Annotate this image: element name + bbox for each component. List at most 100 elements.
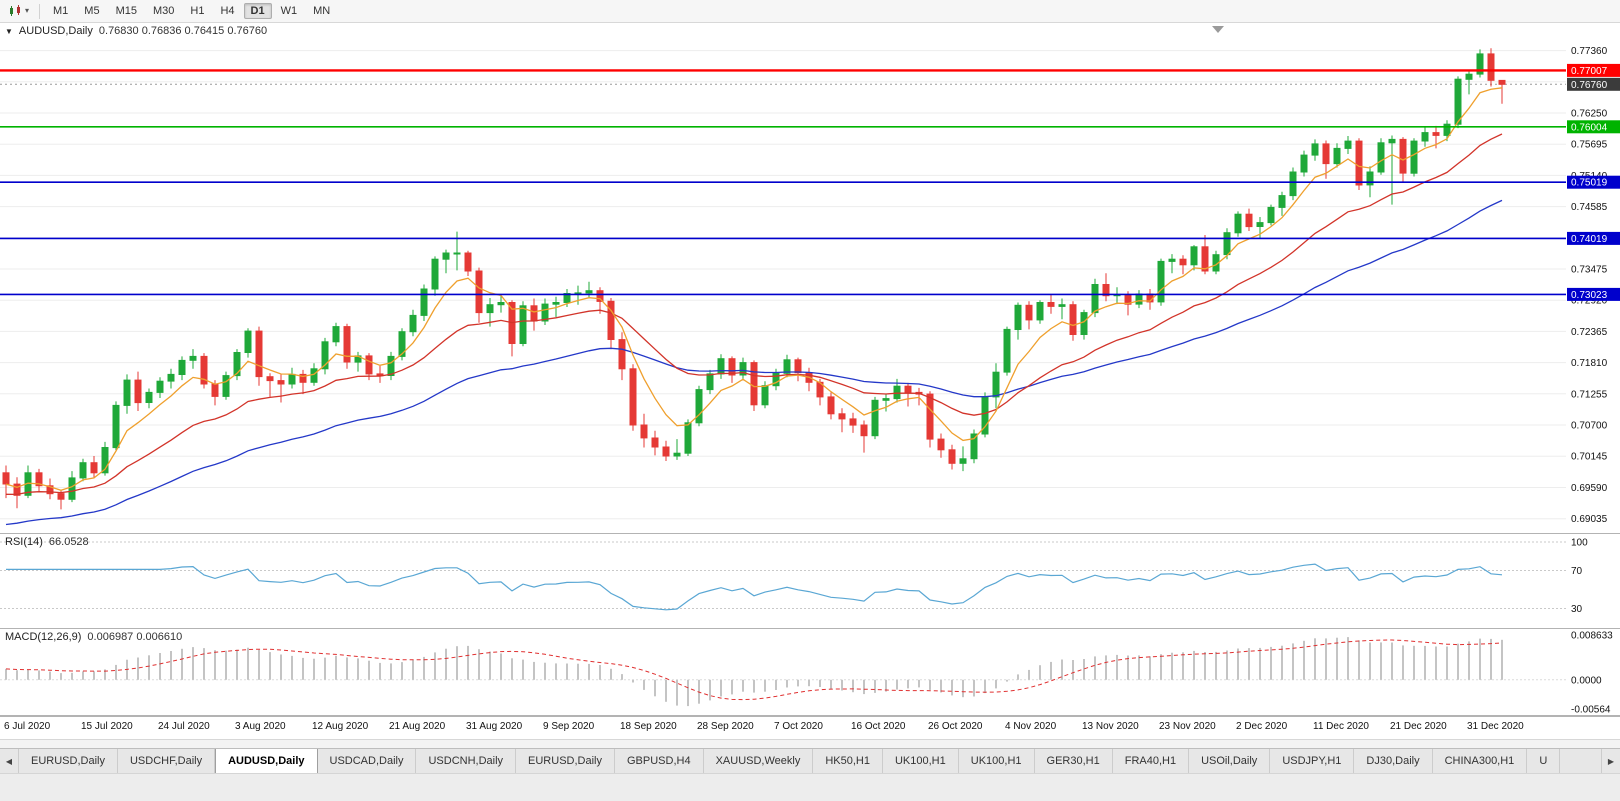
rsi-indicator-panel[interactable]: RSI(14) 66.0528 100 70 30: [0, 534, 1620, 628]
chart-tab-gbpusd-h4[interactable]: GBPUSD,H4: [615, 749, 704, 773]
date-axis-label: 21 Aug 2020: [389, 721, 446, 732]
panel-separator[interactable]: [0, 628, 1620, 629]
price-tag: 0.76760: [1567, 77, 1620, 91]
symbol-tab-bar: ◀ EURUSD,Daily USDCHF,Daily AUDUSD,Daily US…: [0, 748, 1620, 773]
price-axis-label: 0.71810: [1571, 358, 1608, 369]
date-axis-label: 6 Jul 2020: [4, 721, 51, 732]
macd-canvas[interactable]: 0.008633 0.0000 -0.00564: [0, 629, 1620, 716]
tab-scroll-right-button[interactable]: ▶: [1601, 749, 1620, 773]
macd-label: MACD(12,26,9): [5, 631, 82, 643]
price-axis-label: 0.75695: [1571, 140, 1608, 151]
price-axis-label: 0.77360: [1571, 46, 1608, 57]
chart-shift-marker[interactable]: [1212, 26, 1224, 33]
ma-medium-line: [5, 133, 1503, 496]
timeframe-button-d1[interactable]: D1: [243, 3, 272, 19]
timeframe-button-m5[interactable]: M5: [84, 5, 100, 17]
date-axis-label: 31 Dec 2020: [1467, 721, 1524, 732]
chart-tab-hk50-h1[interactable]: HK50,H1: [813, 749, 883, 773]
candlestick-chart-icon: [10, 4, 20, 16]
timeframe-button-m15[interactable]: M15: [115, 5, 137, 17]
rsi-axis-label: 70: [1571, 566, 1583, 577]
timeframe-button-h4[interactable]: H4: [220, 5, 235, 17]
timeframe-button-m1[interactable]: M1: [53, 5, 69, 17]
chart-type-button[interactable]: ▾: [3, 3, 34, 20]
timeframe-button-w1[interactable]: W1: [280, 5, 298, 17]
chart-tab-uk100-h1[interactable]: UK100,H1: [882, 749, 959, 773]
collapse-triangle-icon[interactable]: ▼: [5, 27, 13, 36]
macd-axis-label: 0.008633: [1571, 631, 1613, 642]
chevron-down-icon: ▾: [25, 6, 30, 15]
date-axis-label: 26 Oct 2020: [928, 721, 983, 732]
chart-tab-uk100-h1[interactable]: UK100,H1: [958, 749, 1035, 773]
price-tag: 0.74019: [1567, 231, 1620, 245]
chart-tab-usdcnh-daily[interactable]: USDCNH,Daily: [416, 749, 517, 773]
macd-axis-label: -0.00564: [1571, 705, 1611, 716]
tab-scroll-left-button[interactable]: ◀: [0, 749, 19, 773]
macd-signal-line: [5, 639, 1503, 701]
price-axis-label: 0.73475: [1571, 265, 1608, 276]
price-axis-label: 0.72365: [1571, 327, 1608, 338]
candlesticks: [2, 53, 1506, 500]
timeframe-toolbar: ▾ M1 M5 M15 M30 H1 H4 D1 W1 MN: [0, 0, 1620, 23]
price-axis-label: 0.69590: [1571, 483, 1608, 494]
date-axis-label: 18 Sep 2020: [620, 721, 677, 732]
price-axis-label: 0.70700: [1571, 421, 1608, 432]
chart-tab-dj30-daily[interactable]: DJ30,Daily: [1354, 749, 1433, 773]
chart-tab-eurusd-daily[interactable]: EURUSD,Daily: [516, 749, 615, 773]
date-axis-label: 31 Aug 2020: [466, 721, 523, 732]
price-tag: 0.76004: [1567, 120, 1620, 134]
ma-fast-line: [5, 87, 1503, 491]
date-axis[interactable]: 6 Jul 2020 15 Jul 2020 24 Jul 2020 3 Aug 20…: [0, 716, 1620, 739]
chart-tab-u[interactable]: U: [1527, 749, 1561, 773]
macd-label-row: MACD(12,26,9) 0.006987 0.006610: [5, 631, 182, 643]
price-axis-label: 0.69035: [1571, 514, 1608, 525]
timeframe-button-mn[interactable]: MN: [313, 5, 331, 17]
date-axis-label: 3 Aug 2020: [235, 721, 286, 732]
price-axis-label: 0.72920: [1571, 296, 1608, 307]
date-axis-label: 28 Sep 2020: [697, 721, 754, 732]
chart-tab-audusd-daily[interactable]: AUDUSD,Daily: [215, 749, 318, 773]
chart-tab-china300-h1[interactable]: CHINA300,H1: [1432, 749, 1528, 773]
rsi-axis-label: 30: [1571, 604, 1583, 615]
chart-tab-usdjpy-h1[interactable]: USDJPY,H1: [1270, 749, 1355, 773]
date-axis-label: 23 Nov 2020: [1159, 721, 1216, 732]
ohlc-values: 0.76830 0.76836 0.76415 0.76760: [98, 25, 268, 37]
price-axis-label: 0.76250: [1571, 109, 1608, 120]
date-axis-label: 13 Nov 2020: [1082, 721, 1139, 732]
panel-separator[interactable]: [0, 533, 1620, 534]
chart-tab-ger30-h1[interactable]: GER30,H1: [1034, 749, 1113, 773]
ma-slow-line: [5, 199, 1503, 526]
chart-tab-eurusd-daily[interactable]: EURUSD,Daily: [19, 749, 118, 773]
symbol-label: AUDUSD,Daily: [18, 25, 93, 37]
rsi-label-row: RSI(14) 66.0528: [5, 536, 89, 548]
chart-tab-usoil-daily[interactable]: USOil,Daily: [1189, 749, 1271, 773]
price-chart-canvas[interactable]: 0.773600.768050.762500.756950.751400.745…: [0, 23, 1620, 533]
chart-tab-usdcad-daily[interactable]: USDCAD,Daily: [317, 749, 417, 773]
price-chart-panel[interactable]: ▼ AUDUSD,Daily 0.76830 0.76836 0.76415 0…: [0, 23, 1620, 533]
date-axis-label: 2 Dec 2020: [1236, 721, 1288, 732]
panel-separator[interactable]: [0, 715, 1620, 716]
timeframe-buttons-group: M1 M5 M15 M30 H1 H4 D1 W1 MN: [45, 3, 338, 19]
date-axis-label: 24 Jul 2020: [158, 721, 210, 732]
chart-tab-fra40-h1[interactable]: FRA40,H1: [1112, 749, 1190, 773]
rsi-value: 66.0528: [48, 536, 89, 548]
macd-indicator-panel[interactable]: MACD(12,26,9) 0.006987 0.006610 0.008633…: [0, 629, 1620, 716]
svg-text:0.77007: 0.77007: [1571, 66, 1608, 77]
chart-tab-xauusd-weekly[interactable]: XAUUSD,Weekly: [703, 749, 814, 773]
date-axis-label: 21 Dec 2020: [1390, 721, 1447, 732]
timeframe-button-h1[interactable]: H1: [190, 5, 205, 17]
price-tag: 0.77007: [1567, 63, 1620, 77]
macd-values: 0.006987 0.006610: [87, 631, 183, 643]
price-axis-label: 0.74585: [1571, 202, 1608, 213]
timeframe-button-m30[interactable]: M30: [152, 5, 175, 17]
horizontal-scroll-strip[interactable]: [0, 739, 1620, 748]
chart-tab-usdchf-daily[interactable]: USDCHF,Daily: [117, 749, 216, 773]
price-tag: 0.75019: [1567, 175, 1620, 189]
date-axis-label: 11 Dec 2020: [1313, 721, 1369, 732]
date-axis-label: 16 Oct 2020: [851, 721, 906, 732]
date-axis-label: 12 Aug 2020: [312, 721, 369, 732]
rsi-canvas[interactable]: 100 70 30: [0, 534, 1620, 628]
date-axis-label: 7 Oct 2020: [774, 721, 823, 732]
rsi-label: RSI(14): [5, 536, 43, 548]
svg-text:0.76760: 0.76760: [1571, 80, 1608, 91]
